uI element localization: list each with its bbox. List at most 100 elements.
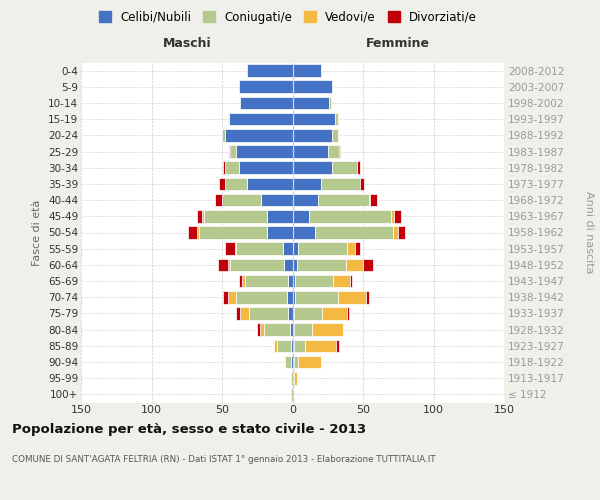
Bar (293, 258, 297, 271)
Bar (230, 258, 284, 271)
Bar (368, 194, 370, 206)
Bar (197, 226, 199, 239)
Bar (225, 162, 239, 174)
Bar (363, 258, 373, 271)
Bar (293, 129, 332, 141)
Bar (227, 291, 236, 304)
Bar (293, 96, 329, 110)
Bar (215, 194, 222, 206)
Bar (293, 372, 294, 384)
Bar (236, 307, 241, 320)
Bar (398, 226, 406, 239)
Bar (294, 356, 298, 368)
Bar (236, 291, 287, 304)
Y-axis label: Fasce di età: Fasce di età (32, 200, 43, 266)
Bar (334, 275, 350, 287)
Bar (288, 275, 293, 287)
Bar (239, 162, 293, 174)
Bar (227, 258, 230, 271)
Bar (287, 291, 293, 304)
Bar (236, 145, 293, 158)
Bar (293, 291, 295, 304)
Bar (293, 178, 320, 190)
Bar (284, 258, 293, 271)
Bar (295, 291, 338, 304)
Bar (315, 226, 392, 239)
Bar (298, 356, 320, 368)
Bar (236, 242, 283, 255)
Bar (229, 113, 293, 126)
Bar (222, 194, 262, 206)
Bar (293, 307, 294, 320)
Bar (188, 226, 197, 239)
Bar (293, 80, 332, 93)
Bar (257, 324, 260, 336)
Bar (346, 258, 363, 271)
Bar (288, 307, 293, 320)
Bar (350, 275, 352, 287)
Bar (293, 226, 315, 239)
Bar (366, 291, 368, 304)
Legend: Celibi/Nubili, Coniugati/e, Vedovi/e, Divorziati/e: Celibi/Nubili, Coniugati/e, Vedovi/e, Di… (97, 8, 479, 26)
Bar (294, 340, 305, 352)
Text: COMUNE DI SANT'AGATA FELTRIA (RN) - Dati ISTAT 1° gennaio 2013 - Elaborazione TU: COMUNE DI SANT'AGATA FELTRIA (RN) - Dati… (12, 455, 436, 464)
Bar (305, 340, 336, 352)
Bar (277, 340, 291, 352)
Bar (265, 324, 290, 336)
Bar (274, 340, 277, 352)
Bar (322, 307, 347, 320)
Bar (267, 210, 293, 222)
Bar (391, 210, 394, 222)
Bar (336, 340, 339, 352)
Bar (241, 307, 249, 320)
Text: Popolazione per età, sesso e stato civile - 2013: Popolazione per età, sesso e stato civil… (12, 422, 366, 436)
Bar (223, 291, 227, 304)
Bar (318, 194, 368, 206)
Bar (328, 145, 339, 158)
Bar (229, 145, 230, 158)
Bar (249, 307, 288, 320)
Bar (242, 275, 245, 287)
Bar (294, 307, 322, 320)
Bar (297, 258, 346, 271)
Bar (291, 340, 293, 352)
Bar (262, 194, 293, 206)
Bar (347, 242, 355, 255)
Bar (293, 275, 295, 287)
Bar (260, 324, 265, 336)
Bar (199, 226, 267, 239)
Bar (241, 96, 293, 110)
Bar (294, 324, 312, 336)
Bar (225, 242, 235, 255)
Bar (293, 145, 328, 158)
Bar (293, 356, 294, 368)
Y-axis label: Anni di nascita: Anni di nascita (584, 191, 595, 274)
Bar (294, 372, 297, 384)
Bar (293, 194, 318, 206)
Bar (392, 226, 398, 239)
Bar (293, 340, 294, 352)
Bar (358, 162, 360, 174)
Bar (347, 307, 349, 320)
Bar (370, 194, 377, 206)
Bar (320, 178, 360, 190)
Bar (202, 210, 203, 222)
Bar (247, 64, 293, 77)
Bar (360, 178, 364, 190)
Bar (283, 242, 293, 255)
Bar (329, 96, 331, 110)
Text: Femmine: Femmine (366, 36, 430, 50)
Bar (332, 162, 358, 174)
Bar (355, 242, 360, 255)
Bar (267, 226, 293, 239)
Bar (291, 356, 293, 368)
Bar (223, 162, 225, 174)
Bar (197, 210, 202, 222)
Bar (239, 275, 242, 287)
Bar (247, 178, 293, 190)
Bar (339, 145, 340, 158)
Bar (245, 275, 288, 287)
Bar (203, 210, 267, 222)
Bar (293, 242, 298, 255)
Bar (298, 242, 347, 255)
